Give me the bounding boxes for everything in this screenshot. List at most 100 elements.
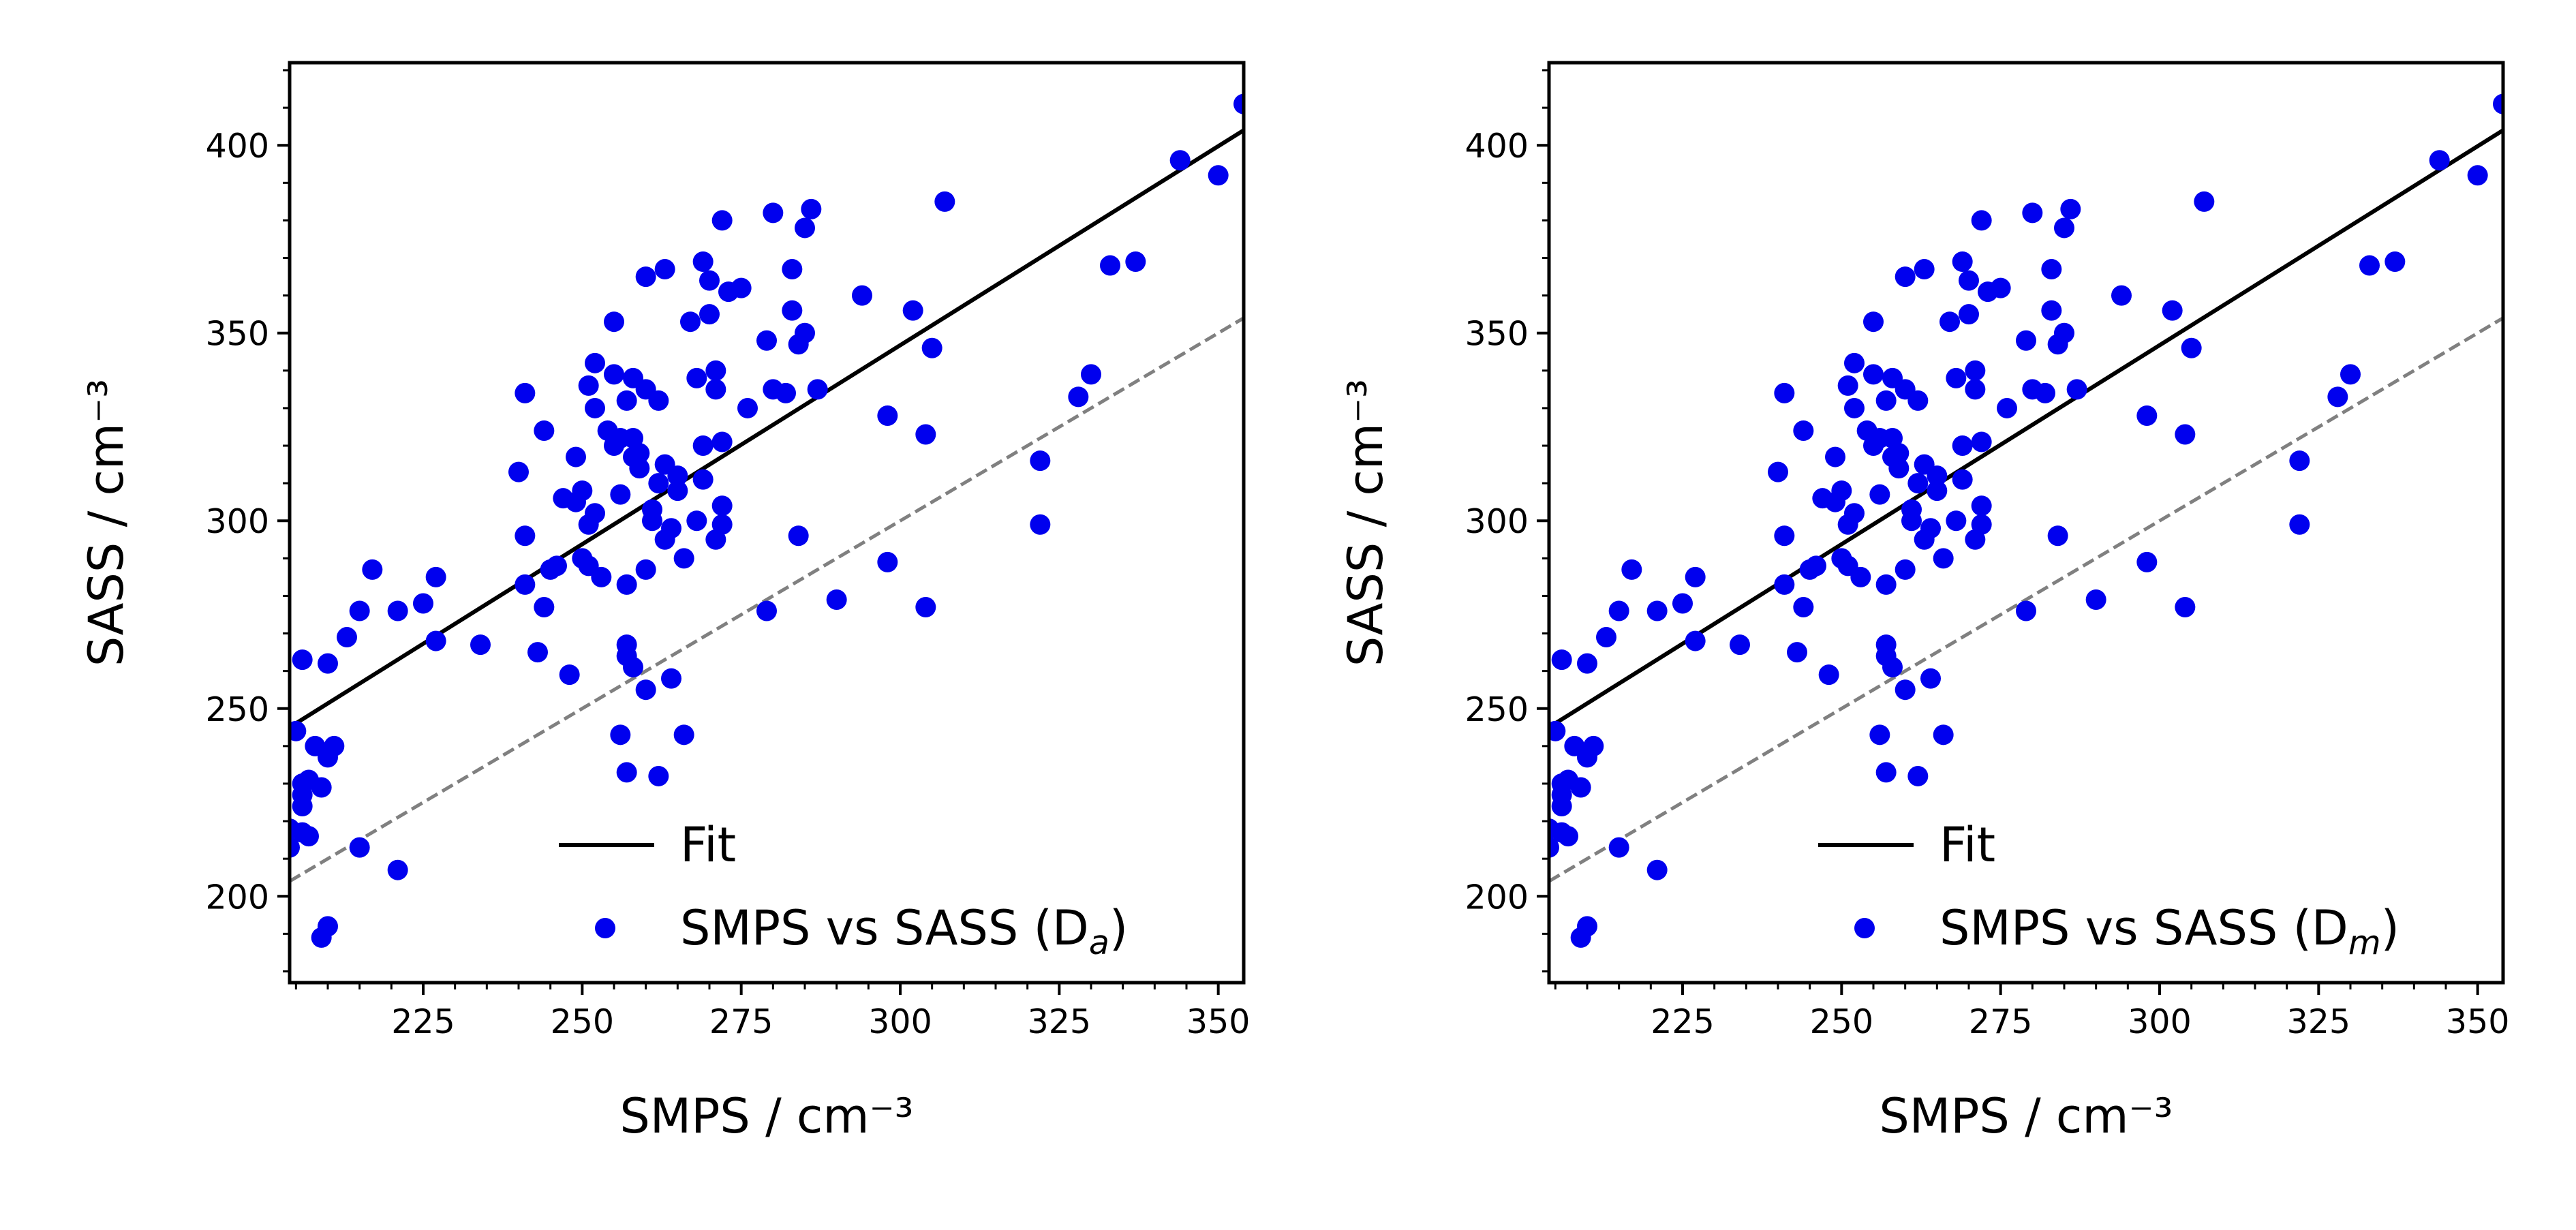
scatter-point [2493,93,2503,114]
scatter-point [616,762,637,783]
scatter-point [654,259,675,280]
scatter-point [692,251,714,273]
scatter-point [629,458,650,479]
scatter-point [534,420,555,441]
scatter-point [1577,916,1597,937]
scatter-point [2359,255,2380,276]
scatter-point [2162,300,2183,321]
x-tick-label: 275 [709,1002,773,1041]
scatter-point [756,330,777,351]
scatter-point [2016,600,2036,621]
scatter-point [2467,165,2488,186]
scatter-point [610,724,631,745]
scatter-point [1685,630,1706,651]
scatter-point [515,525,536,547]
scatter-point [585,397,605,418]
scatter-point [1806,555,1826,576]
scatter-point [2136,551,2158,572]
scatter-point [2327,386,2348,408]
scatter-point [692,469,714,490]
scatter-point [1551,796,1572,817]
x-tick-label: 325 [2287,1002,2351,1041]
scatter-point [692,435,714,457]
scatter-point [337,627,357,648]
scatter-point [877,405,898,426]
scatter-point [566,446,586,467]
scatter-point [1730,634,1750,656]
scatter-point [877,551,898,572]
scatter-point [1875,390,1897,411]
scatter-point [673,724,694,745]
scatter-point [1068,386,1089,408]
scatter-point [1971,514,1992,535]
scatter-point [921,337,942,358]
scatter-point [1920,518,1941,539]
legend-marker-swatch [595,918,615,938]
scatter-point [1081,364,1101,385]
scatter-point [290,837,300,858]
scatter-point [1558,826,1578,847]
scatter-point [1583,735,1604,756]
axes-frame [288,61,1246,985]
scatter-point [290,720,307,741]
scatter-point [642,499,662,520]
scatter-point [1882,657,1903,678]
y-tick-label: 200 [205,878,269,917]
scatter-point [1768,461,1788,482]
scatter-point [826,589,847,610]
scatter-point [425,566,446,587]
legend: Fit SMPS vs SASS (Dm) [1818,817,2399,962]
scatter-point [585,352,605,373]
legend-fit-label: Fit [1939,817,1995,873]
scatter-point [1863,311,1884,333]
scatter-point [508,461,529,482]
scatter-point [1169,150,1191,171]
scatter-point [1875,762,1897,783]
scatter-point [1863,364,1884,385]
scatter-point [699,304,720,325]
scatter-point [2085,589,2106,610]
scatter-point [661,668,681,689]
scatter-point [1818,664,1839,686]
scatter-point [324,735,345,756]
scatter-point [387,859,408,880]
scatter-point [635,266,656,288]
scatter-point [686,510,707,532]
scatter-point [1997,397,2017,418]
y-tick-label: 250 [205,690,269,729]
reference-line [1549,316,2503,883]
scatter-point [1933,724,1954,745]
x-tick-label: 325 [1028,1002,1092,1041]
scatter-point [547,555,567,576]
scatter-point [1570,777,1591,798]
legend-series-text: SMPS vs SASS (D [680,900,1089,956]
scatter-point [2060,198,2081,219]
plot-area [1549,93,2503,948]
y-axis-label: SASS / cm⁻³ [1338,379,1394,666]
scatter-point [795,322,815,343]
scatter-point [782,259,803,280]
scatter-point [1787,642,1807,663]
x-tick-label: 225 [391,1002,455,1041]
scatter-point [1844,503,1865,524]
scatter-point [756,600,777,621]
scatter-point [318,916,338,937]
scatter-point [1952,469,1973,490]
scatter-point [2136,405,2158,426]
scatter-point [1621,559,1642,580]
scatter-point [318,653,338,674]
legend-series-suffix: ) [1109,900,1128,956]
scatter-point [737,397,758,418]
scatter-point [1952,251,1973,273]
scatter-point [1825,446,1845,467]
scatter-point [1946,510,1967,532]
scatter-point [1837,375,1858,396]
scatter-point [616,574,637,595]
scatter-point [585,503,605,524]
scatter-point [1927,465,1948,487]
scatter-point [1907,473,1929,494]
scatter-point [604,311,624,333]
scatter-point [616,390,637,411]
legend-series-subscript: a [1089,923,1109,962]
